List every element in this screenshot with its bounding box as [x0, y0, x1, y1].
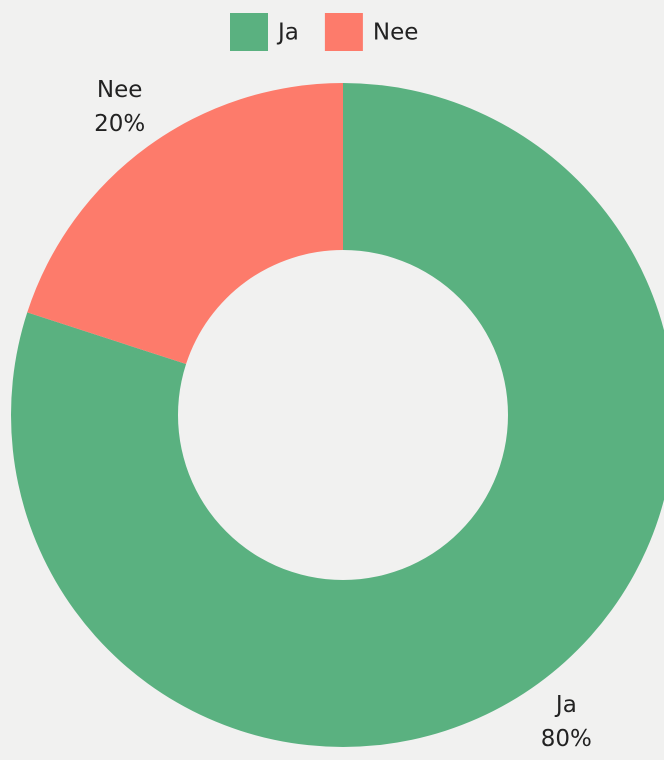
slice-name-label: Ja	[554, 692, 577, 718]
slice-value-label: 80%	[541, 726, 592, 752]
legend-label: Nee	[373, 20, 419, 46]
legend-swatch	[230, 13, 268, 51]
slice-name-label: Nee	[97, 77, 143, 103]
slice-value-label: 20%	[94, 111, 145, 137]
donut-slice	[27, 83, 343, 365]
donut-slice	[11, 83, 664, 747]
legend-swatch	[324, 13, 363, 51]
legend-label: Ja	[276, 20, 299, 46]
